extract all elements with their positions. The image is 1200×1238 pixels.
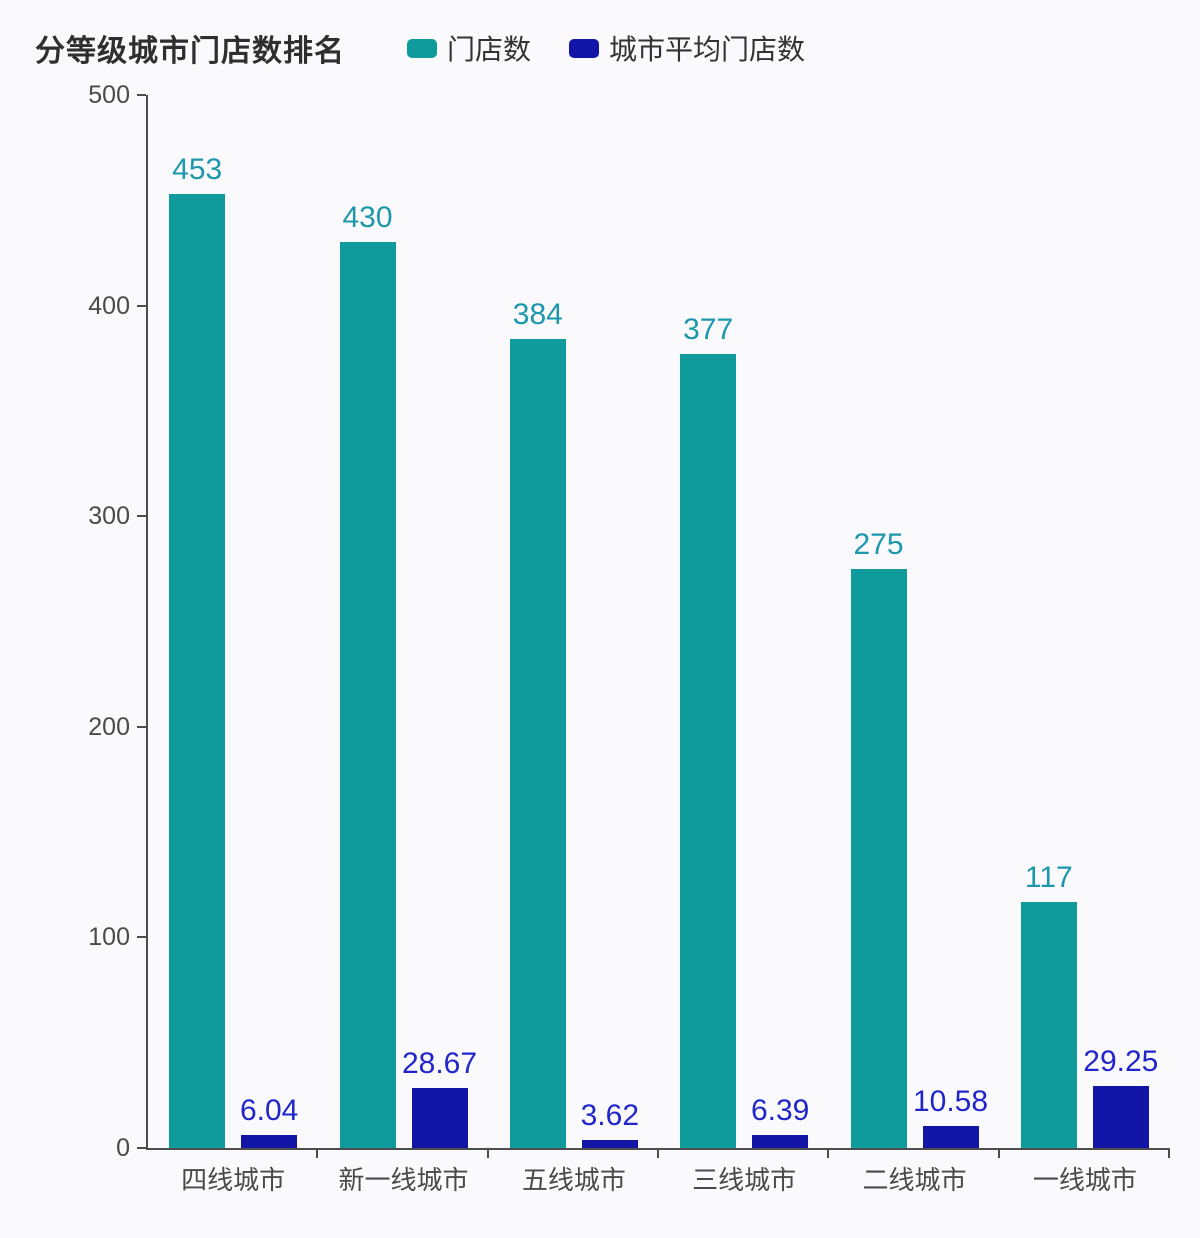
legend-item-city-avg-store-count[interactable]: 城市平均门店数: [569, 28, 805, 68]
legend-item-store-count[interactable]: 门店数: [407, 28, 531, 68]
bar-value-label-city-avg-store-count: 6.39: [750, 1093, 810, 1127]
legend: 门店数 城市平均门店数: [407, 28, 843, 68]
x-axis-tick: [657, 1150, 659, 1158]
bar-store-count: [680, 354, 737, 1148]
y-axis-tick: [137, 936, 146, 939]
y-axis-tick: [137, 515, 146, 518]
legend-label-store-count: 门店数: [447, 34, 532, 65]
bar-city-avg-store-count: [581, 1140, 638, 1148]
x-category-label: 新一线城市: [338, 1165, 469, 1195]
bar-city-avg-store-count: [752, 1134, 809, 1148]
x-axis-tick: [486, 1150, 489, 1158]
x-category-label: 三线城市: [692, 1165, 797, 1195]
y-axis-tick: [137, 1147, 146, 1149]
x-category-label: 五线城市: [521, 1165, 626, 1195]
x-axis-tick: [316, 1150, 319, 1158]
bar-store-count: [509, 339, 566, 1148]
chart-title: 分等级城市门店数排名: [35, 35, 345, 68]
bar-city-avg-store-count: [1092, 1086, 1149, 1148]
x-axis-tick: [827, 1150, 830, 1158]
y-tick-label: 300: [88, 502, 130, 531]
y-axis-tick: [137, 304, 146, 307]
x-axis-line: [146, 1148, 1170, 1150]
y-axis-tick: [137, 725, 146, 728]
bar-store-count: [850, 568, 907, 1148]
y-tick-label: 200: [88, 712, 130, 741]
y-tick-label: 100: [88, 923, 130, 952]
bar-value-label-city-avg-store-count: 3.62: [580, 1099, 640, 1133]
y-tick-label: 0: [116, 1134, 130, 1162]
chart-header: 分等级城市门店数排名 门店数 城市平均门店数: [35, 26, 843, 70]
x-axis-tick: [997, 1150, 1000, 1158]
bar-value-label-city-avg-store-count: 6.04: [239, 1094, 299, 1128]
y-tick-label: 400: [88, 291, 130, 320]
x-axis-tick: [1168, 1150, 1170, 1158]
bar-value-label-city-avg-store-count: 29.25: [1083, 1045, 1159, 1079]
bar-value-label-store-count: 430: [342, 201, 393, 235]
bar-value-label-store-count: 117: [1024, 860, 1073, 894]
bar-value-label-city-avg-store-count: 10.58: [912, 1084, 989, 1118]
bar-store-count: [1020, 901, 1077, 1148]
bar-value-label-city-avg-store-count: 28.67: [401, 1046, 478, 1080]
legend-swatch-city-avg-store-count-icon: [569, 38, 600, 58]
bar-store-count: [169, 193, 226, 1148]
bar-value-label-store-count: 275: [853, 527, 904, 561]
bar-value-label-store-count: 377: [683, 313, 734, 347]
x-category-label: 四线城市: [181, 1165, 286, 1195]
bar-store-count: [339, 242, 396, 1148]
y-tick-label: 500: [88, 81, 130, 109]
y-axis-tick: [137, 94, 146, 96]
bar-city-avg-store-count: [241, 1135, 298, 1148]
plot-area: 0 100 200 300 400 500 四线城市 新一线城市 五线城市 三线城市 二线城市 一线城…: [88, 82, 1170, 1195]
y-axis-line: [146, 95, 148, 1148]
bar-value-label-store-count: 453: [172, 152, 223, 186]
x-category-label: 一线城市: [1032, 1165, 1137, 1195]
bar-value-label-store-count: 384: [512, 298, 563, 332]
x-category-label: 二线城市: [862, 1165, 967, 1195]
bar-city-avg-store-count: [411, 1087, 468, 1148]
bar-city-avg-store-count: [922, 1125, 979, 1148]
legend-label-city-avg-store-count: 城市平均门店数: [609, 34, 806, 65]
legend-swatch-store-count-icon: [407, 38, 437, 58]
